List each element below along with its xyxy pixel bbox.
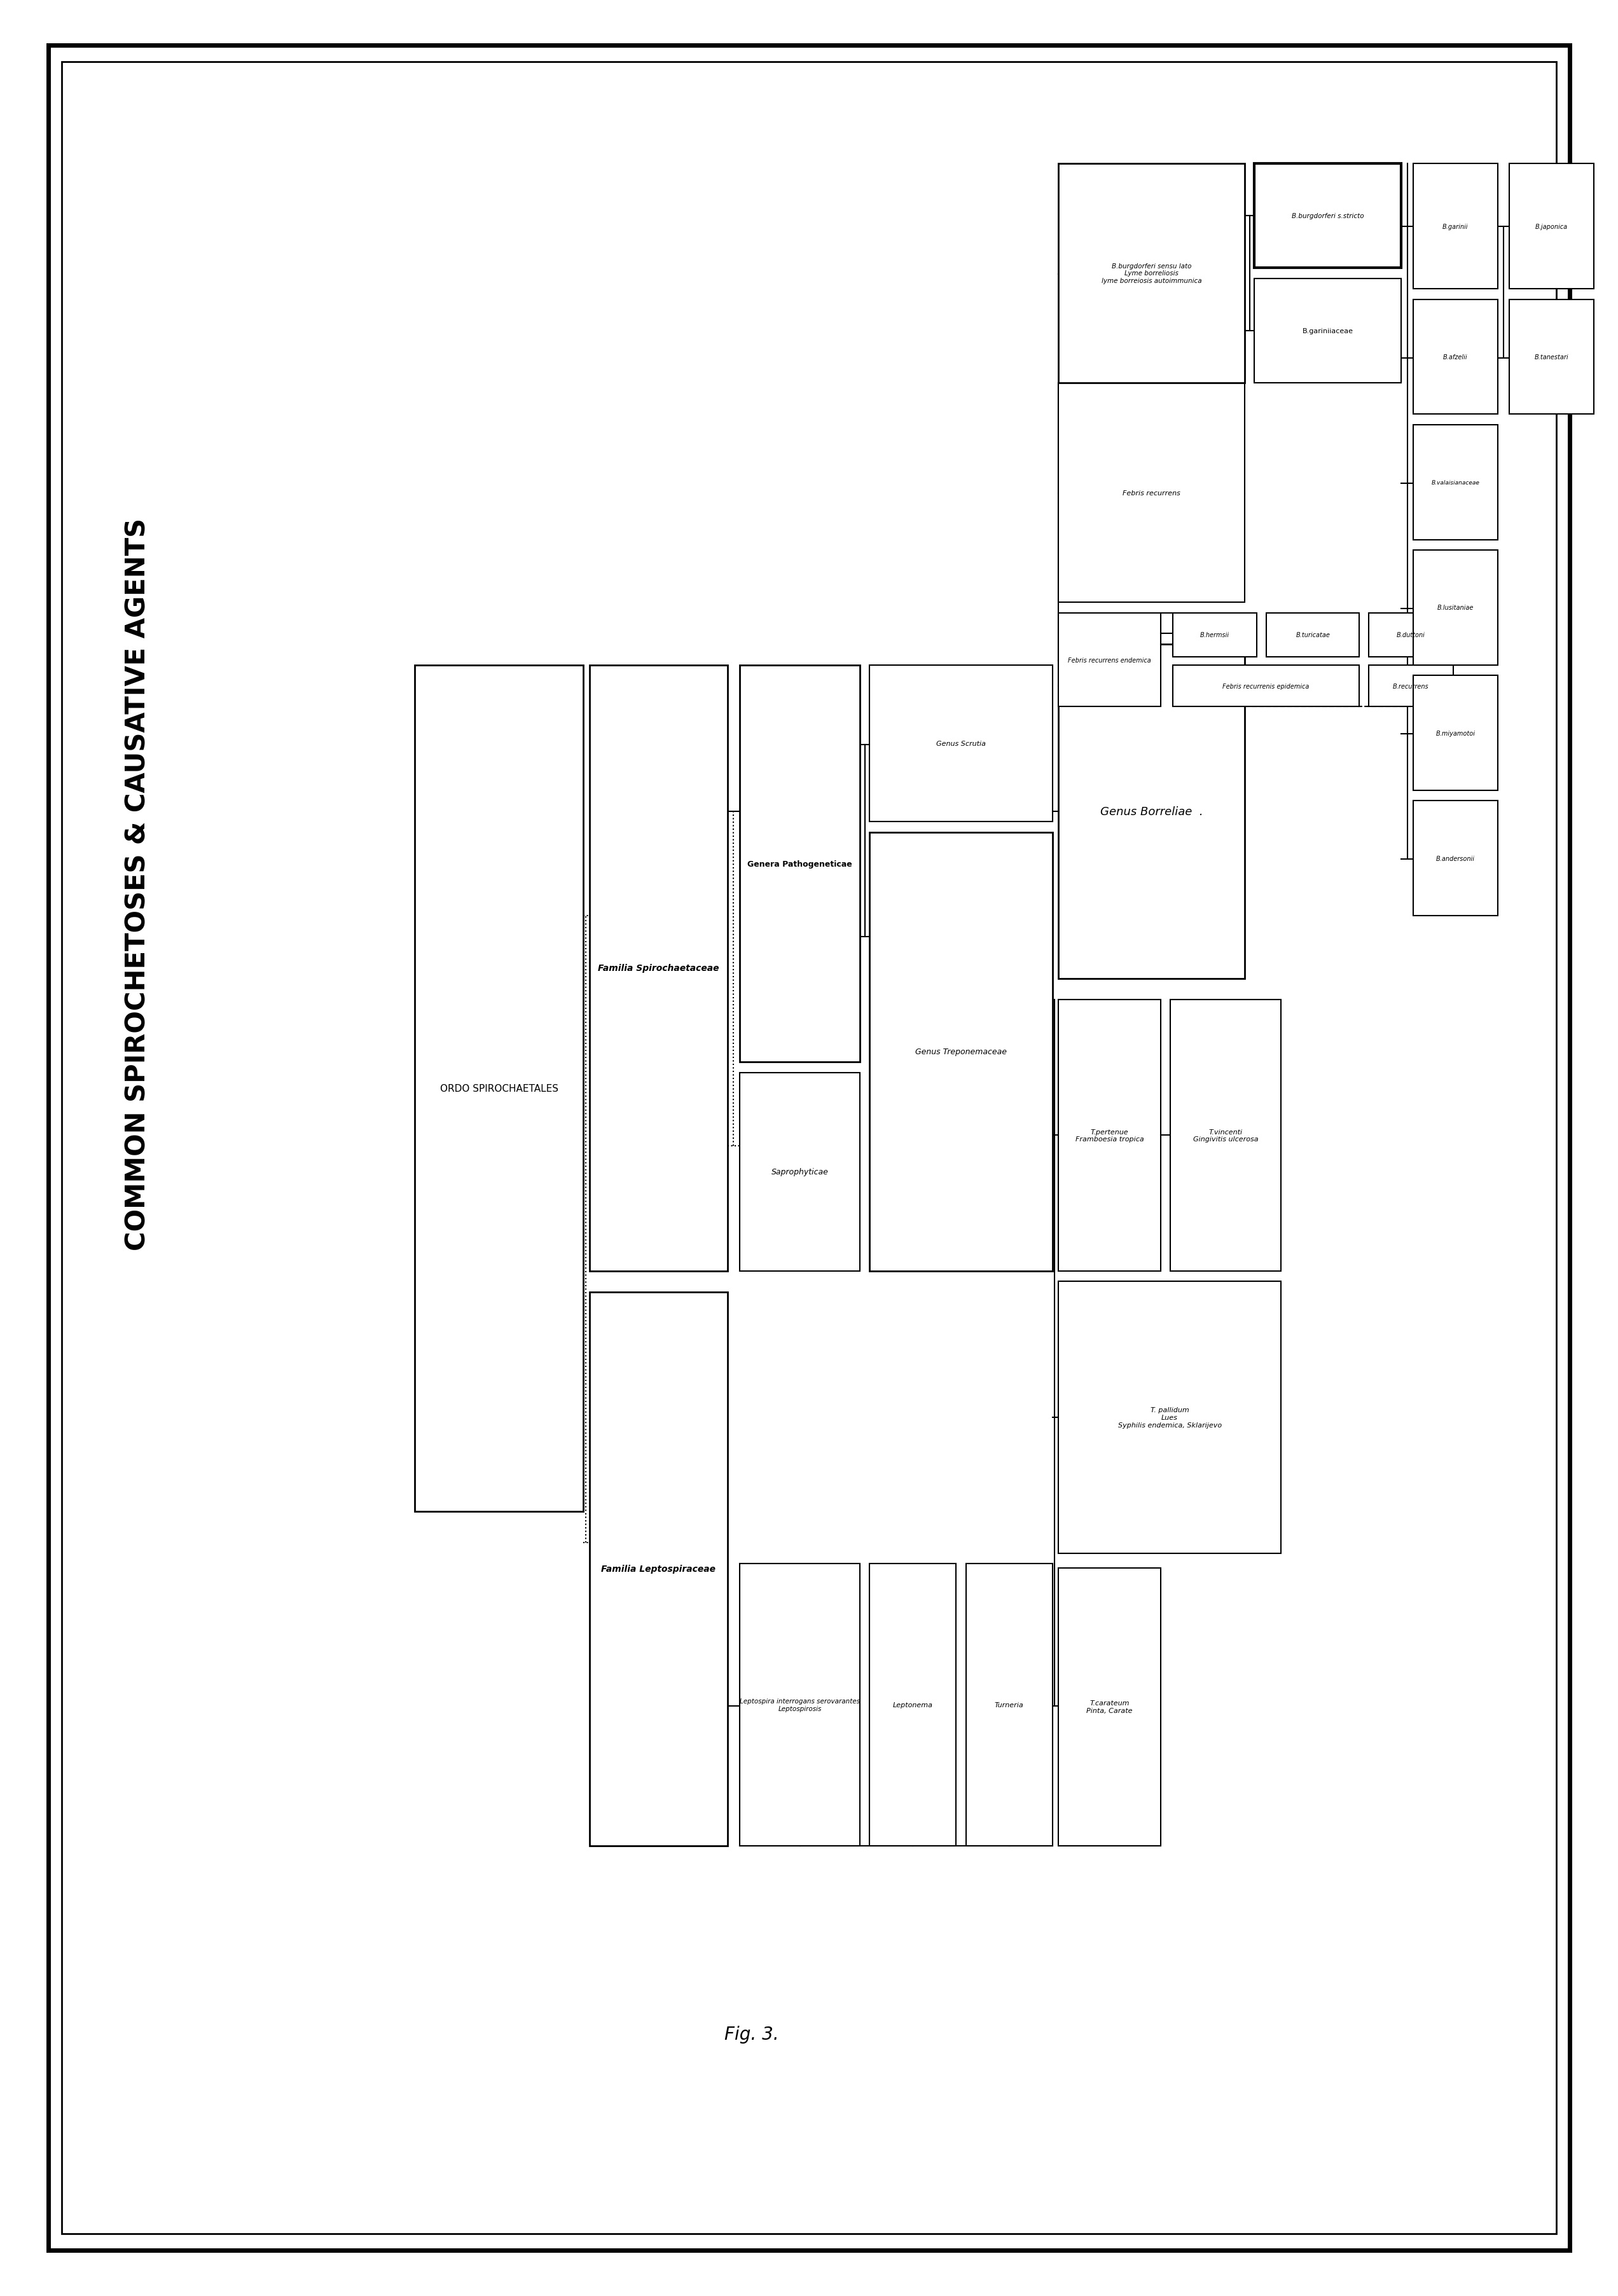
Bar bbox=[1369, 666, 1453, 707]
Text: B.tanestari: B.tanestari bbox=[1534, 354, 1569, 360]
Text: B.valaisianaceae: B.valaisianaceae bbox=[1432, 480, 1479, 484]
Bar bbox=[1413, 163, 1498, 289]
Bar bbox=[1170, 999, 1281, 1272]
Bar bbox=[1510, 163, 1594, 289]
Text: B.duttoni: B.duttoni bbox=[1396, 631, 1425, 638]
Bar bbox=[1254, 163, 1401, 269]
Text: B.gariniiaceae: B.gariniiaceae bbox=[1302, 328, 1353, 335]
Bar bbox=[589, 666, 728, 1272]
Text: B.burgdorferi s.stricto: B.burgdorferi s.stricto bbox=[1291, 214, 1364, 220]
Text: Febris recurrens endemica: Febris recurrens endemica bbox=[1068, 657, 1150, 664]
Text: Familia Spirochaetaceae: Familia Spirochaetaceae bbox=[599, 964, 718, 974]
Text: B.miyamotoi: B.miyamotoi bbox=[1435, 730, 1476, 737]
Bar bbox=[1413, 675, 1498, 790]
Bar bbox=[1173, 666, 1359, 707]
Text: Familia Leptospiraceae: Familia Leptospiraceae bbox=[602, 1564, 715, 1573]
Text: Genera Pathogeneticae: Genera Pathogeneticae bbox=[748, 859, 853, 868]
Text: B.hermsii: B.hermsii bbox=[1201, 631, 1230, 638]
Text: Febris recurrenis epidemica: Febris recurrenis epidemica bbox=[1223, 684, 1309, 689]
Text: Febris recurrens: Febris recurrens bbox=[1123, 489, 1181, 496]
Text: T. pallidum
Lues
Syphilis endemica, Sklarijevo: T. pallidum Lues Syphilis endemica, Skla… bbox=[1118, 1407, 1222, 1428]
Bar bbox=[1058, 163, 1244, 383]
Text: Genus Treponemaceae: Genus Treponemaceae bbox=[916, 1047, 1006, 1056]
Bar bbox=[1369, 613, 1453, 657]
Bar bbox=[1413, 801, 1498, 916]
Text: B.afzelii: B.afzelii bbox=[1443, 354, 1468, 360]
Bar bbox=[869, 1564, 956, 1846]
Text: Genus Borreliae  .: Genus Borreliae . bbox=[1100, 806, 1204, 817]
Bar bbox=[869, 666, 1052, 822]
Text: B.burgdorferi sensu lato
Lyme borreliosis
lyme borreiosis autoimmunica: B.burgdorferi sensu lato Lyme borreliosi… bbox=[1102, 264, 1202, 285]
Bar bbox=[1058, 1281, 1281, 1554]
Bar bbox=[739, 1564, 859, 1846]
Text: B.japonica: B.japonica bbox=[1535, 223, 1568, 230]
Text: Genus Scrutia: Genus Scrutia bbox=[937, 742, 985, 746]
Bar bbox=[1058, 383, 1244, 602]
Text: Leptospira interrogans serovarantes
Leptospirosis: Leptospira interrogans serovarantes Lept… bbox=[739, 1699, 859, 1713]
Text: Turneria: Turneria bbox=[995, 1701, 1024, 1708]
Text: T.carateum
Pinta, Carate: T.carateum Pinta, Carate bbox=[1087, 1699, 1133, 1713]
Bar bbox=[1254, 278, 1401, 383]
Text: B.turicatae: B.turicatae bbox=[1296, 631, 1330, 638]
Bar bbox=[1267, 613, 1359, 657]
Bar bbox=[1413, 425, 1498, 540]
Bar bbox=[869, 833, 1052, 1272]
Bar bbox=[1510, 301, 1594, 416]
Text: B.lusitaniae: B.lusitaniae bbox=[1437, 604, 1474, 611]
Bar bbox=[1413, 551, 1498, 666]
Text: B.andersonii: B.andersonii bbox=[1437, 856, 1474, 861]
Text: B.garinii: B.garinii bbox=[1443, 223, 1468, 230]
Bar bbox=[1058, 613, 1160, 707]
Text: Saprophyticae: Saprophyticae bbox=[772, 1169, 828, 1176]
Bar bbox=[1058, 1568, 1160, 1846]
Text: T.vincenti
Gingivitis ulcerosa: T.vincenti Gingivitis ulcerosa bbox=[1192, 1130, 1259, 1143]
Bar bbox=[1173, 613, 1257, 657]
Text: B.recurrens: B.recurrens bbox=[1393, 684, 1429, 689]
Bar bbox=[1058, 999, 1160, 1272]
Text: ORDO SPIROCHAETALES: ORDO SPIROCHAETALES bbox=[440, 1084, 558, 1093]
Text: COMMON SPIROCHETOSES & CAUSATIVE AGENTS: COMMON SPIROCHETOSES & CAUSATIVE AGENTS bbox=[125, 519, 150, 1249]
Bar bbox=[589, 1293, 728, 1846]
Bar bbox=[1413, 301, 1498, 416]
Bar bbox=[739, 666, 859, 1063]
Text: Fig. 3.: Fig. 3. bbox=[725, 2025, 778, 2043]
Text: Leptonema: Leptonema bbox=[893, 1701, 934, 1708]
Bar bbox=[739, 1072, 859, 1272]
Bar bbox=[414, 666, 582, 1511]
Bar bbox=[1058, 645, 1244, 978]
Bar bbox=[966, 1564, 1052, 1846]
Text: T.pertenue
Framboesia tropica: T.pertenue Framboesia tropica bbox=[1076, 1130, 1144, 1143]
